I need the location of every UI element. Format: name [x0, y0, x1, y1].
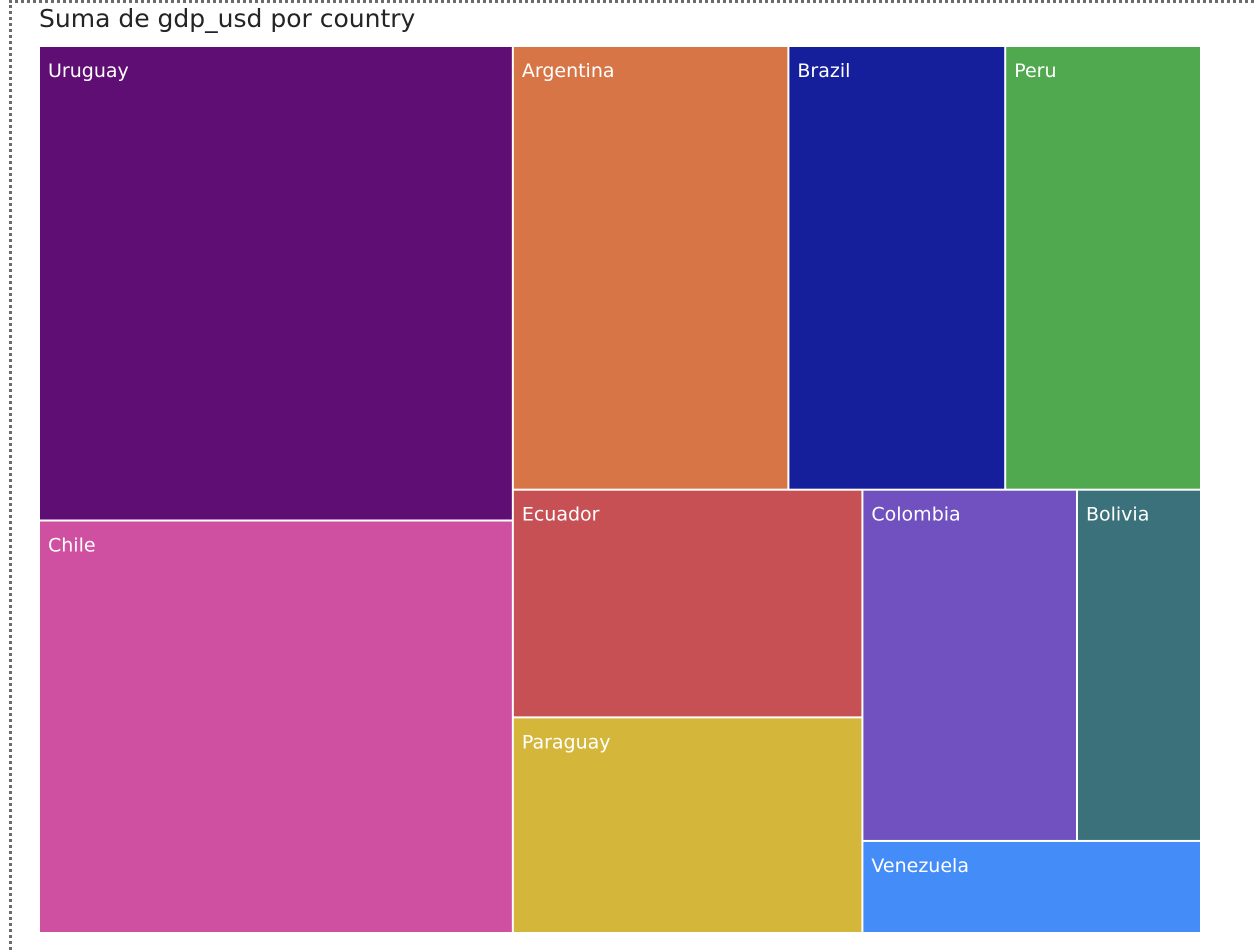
tile-label-venezuela: Venezuela	[871, 855, 969, 877]
tile-chile[interactable]: Chile	[40, 521, 512, 932]
tile-bolivia[interactable]: Bolivia	[1077, 490, 1200, 840]
tile-label-chile: Chile	[48, 535, 96, 557]
tile-paraguay[interactable]: Paraguay	[513, 718, 862, 932]
tile-peru[interactable]: Peru	[1006, 47, 1200, 489]
tile-venezuela[interactable]: Venezuela	[863, 841, 1200, 932]
tile-label-uruguay: Uruguay	[48, 60, 129, 82]
tile-rect-venezuela[interactable]	[863, 841, 1200, 932]
tile-label-brazil: Brazil	[797, 60, 850, 82]
tile-rect-ecuador[interactable]	[513, 490, 862, 717]
tile-label-argentina: Argentina	[522, 60, 615, 82]
tile-label-colombia: Colombia	[871, 504, 960, 526]
tile-rect-argentina[interactable]	[513, 47, 788, 489]
tile-ecuador[interactable]: Ecuador	[513, 490, 862, 717]
tile-rect-brazil[interactable]	[789, 47, 1005, 489]
tile-label-bolivia: Bolivia	[1086, 504, 1149, 526]
tile-uruguay[interactable]: Uruguay	[40, 47, 512, 520]
tile-brazil[interactable]: Brazil	[789, 47, 1005, 489]
tile-rect-chile[interactable]	[40, 521, 512, 932]
tile-label-paraguay: Paraguay	[522, 731, 611, 753]
tile-argentina[interactable]: Argentina	[513, 47, 788, 489]
tile-label-ecuador: Ecuador	[522, 504, 600, 526]
tile-label-peru: Peru	[1014, 60, 1056, 82]
visual-container	[9, 0, 1254, 950]
tile-rect-uruguay[interactable]	[40, 47, 512, 520]
tile-rect-peru[interactable]	[1006, 47, 1200, 489]
tile-rect-bolivia[interactable]	[1077, 490, 1200, 840]
chart-title: Suma de gdp_usd por country	[39, 4, 416, 33]
tile-rect-paraguay[interactable]	[513, 718, 862, 932]
tile-colombia[interactable]: Colombia	[863, 490, 1076, 840]
tile-rect-colombia[interactable]	[863, 490, 1076, 840]
